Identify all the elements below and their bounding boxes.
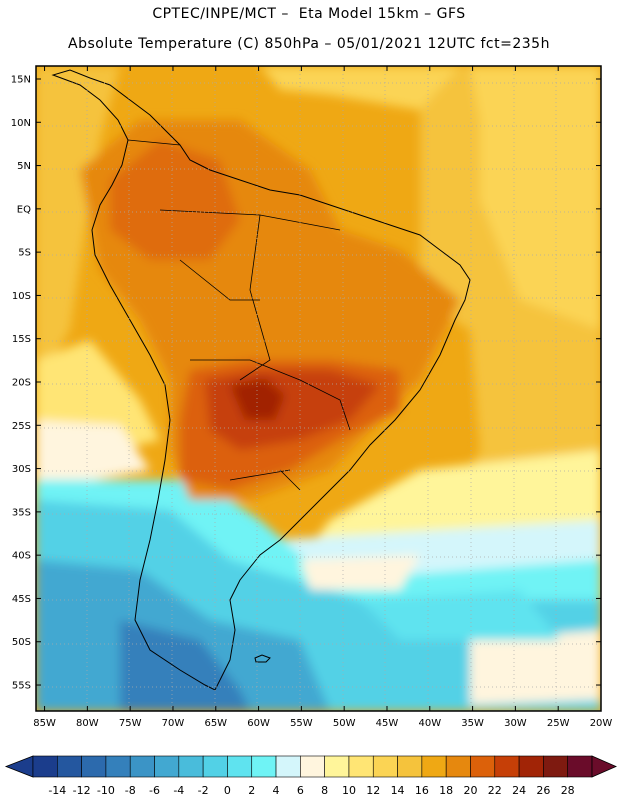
field-north-22 xyxy=(110,140,240,260)
legend-label: 4 xyxy=(273,784,280,797)
legend-swatch xyxy=(397,755,423,778)
lon-label: 85W xyxy=(33,718,56,729)
title-line-2: Absolute Temperature (C) 850hPa – 05/01/… xyxy=(68,36,550,52)
legend-label: -10 xyxy=(97,784,115,797)
legend-label: 0 xyxy=(224,784,231,797)
lon-label: 75W xyxy=(119,718,142,729)
axis-ticks xyxy=(36,66,602,711)
legend-arrow-right xyxy=(591,755,617,778)
legend-label: 22 xyxy=(488,784,502,797)
falklands xyxy=(254,654,271,663)
lat-label: 30S xyxy=(12,464,31,475)
field-core-26 xyxy=(230,378,285,420)
legend-swatch xyxy=(154,755,180,778)
legend-swatch xyxy=(251,755,277,778)
lat-label: 10N xyxy=(11,118,31,129)
lat-label: EQ xyxy=(17,204,31,215)
legend-label: -14 xyxy=(48,784,66,797)
legend-swatch xyxy=(81,755,107,778)
lon-label: 20W xyxy=(590,718,613,729)
legend-swatch xyxy=(32,755,58,778)
lon-label: 40W xyxy=(418,718,441,729)
legend-swatch xyxy=(543,755,568,778)
legend-label: 8 xyxy=(321,784,328,797)
country-borders xyxy=(127,139,351,491)
legend-swatch xyxy=(518,755,544,778)
legend-label: 28 xyxy=(561,784,575,797)
legend-swatch xyxy=(202,755,228,778)
lat-label: 40S xyxy=(12,551,31,562)
legend-label: 20 xyxy=(463,784,477,797)
legend-label: -2 xyxy=(198,784,209,797)
lat-label: 45S xyxy=(12,594,31,605)
legend-label: -12 xyxy=(73,784,91,797)
legend-label: 18 xyxy=(439,784,453,797)
legend-swatch xyxy=(567,755,593,778)
field-se-light xyxy=(470,630,601,705)
legend-swatch xyxy=(494,755,520,778)
color-legend: -14 -12 -10 -8 -6 -4 -2 0 2 4 6 8 10 12 14 16 18 20 22 24 26… xyxy=(4,755,617,797)
legend-label: -6 xyxy=(149,784,160,797)
legend-swatch xyxy=(445,755,471,778)
legend-swatch xyxy=(227,755,253,778)
field-blue-patch xyxy=(360,590,560,640)
legend-label: -4 xyxy=(173,784,184,797)
legend-label: 2 xyxy=(248,784,255,797)
legend-swatch xyxy=(178,755,204,778)
lon-label: 65W xyxy=(204,718,227,729)
lon-label: 55W xyxy=(290,718,313,729)
lat-label: 10S xyxy=(12,291,31,302)
lat-label: 15N xyxy=(11,74,31,85)
lat-label: 50S xyxy=(12,637,31,648)
legend-label: 6 xyxy=(297,784,304,797)
lon-label: 80W xyxy=(76,718,99,729)
lon-label: 70W xyxy=(162,718,185,729)
field-mid-band xyxy=(300,555,420,590)
map-frame xyxy=(35,65,602,712)
lat-label: 5S xyxy=(18,248,31,259)
legend-swatch xyxy=(421,755,447,778)
lat-label: 55S xyxy=(12,681,31,692)
legend-swatch xyxy=(129,755,155,778)
legend-swatch xyxy=(57,755,82,778)
legend-swatch xyxy=(300,755,325,778)
legend-label: -8 xyxy=(125,784,136,797)
legend-label: 12 xyxy=(366,784,380,797)
longitude-labels: 85W 80W 75W 70W 65W 60W 55W 50W 45W 40W 35W 30W 25W 2… xyxy=(33,718,612,729)
lat-label: 25S xyxy=(12,421,31,432)
legend-label: 16 xyxy=(415,784,429,797)
field-nw-yellow xyxy=(260,66,460,110)
lon-label: 45W xyxy=(376,718,399,729)
legend-label: 14 xyxy=(391,784,405,797)
legend-label: 24 xyxy=(512,784,526,797)
legend-swatch xyxy=(105,755,131,778)
field-south-m4 xyxy=(36,560,330,711)
legend-arrow-left xyxy=(4,755,34,778)
lat-label: 15S xyxy=(12,334,31,345)
temperature-map xyxy=(36,66,601,711)
lon-label: 60W xyxy=(247,718,270,729)
title-line-1: CPTEC/INPE/MCT – Eta Model 15km – GFS xyxy=(152,6,466,22)
lon-label: 50W xyxy=(333,718,356,729)
coastline xyxy=(51,69,471,691)
lat-label: 20S xyxy=(12,378,31,389)
legend-swatch xyxy=(324,755,350,778)
legend-swatch xyxy=(348,755,374,778)
field-south-m8 xyxy=(120,620,250,711)
field-atlantic-16 xyxy=(470,66,601,330)
lon-label: 30W xyxy=(504,718,527,729)
field-pacific-8 xyxy=(36,420,150,490)
legend-swatch xyxy=(372,755,398,778)
latitude-labels: 15N 10N 5N EQ 5S 10S 15S 20S 25S 30S 35S 40S 45S 50S 5… xyxy=(11,74,31,691)
field-pacific-16 xyxy=(36,66,120,380)
legend-swatch xyxy=(275,755,301,778)
legend-label: 10 xyxy=(342,784,356,797)
lat-label: 35S xyxy=(12,507,31,518)
lon-label: 35W xyxy=(461,718,484,729)
legend-label: 26 xyxy=(536,784,550,797)
lon-label: 25W xyxy=(547,718,570,729)
legend-swatch xyxy=(470,755,496,778)
lat-label: 5N xyxy=(17,161,31,172)
